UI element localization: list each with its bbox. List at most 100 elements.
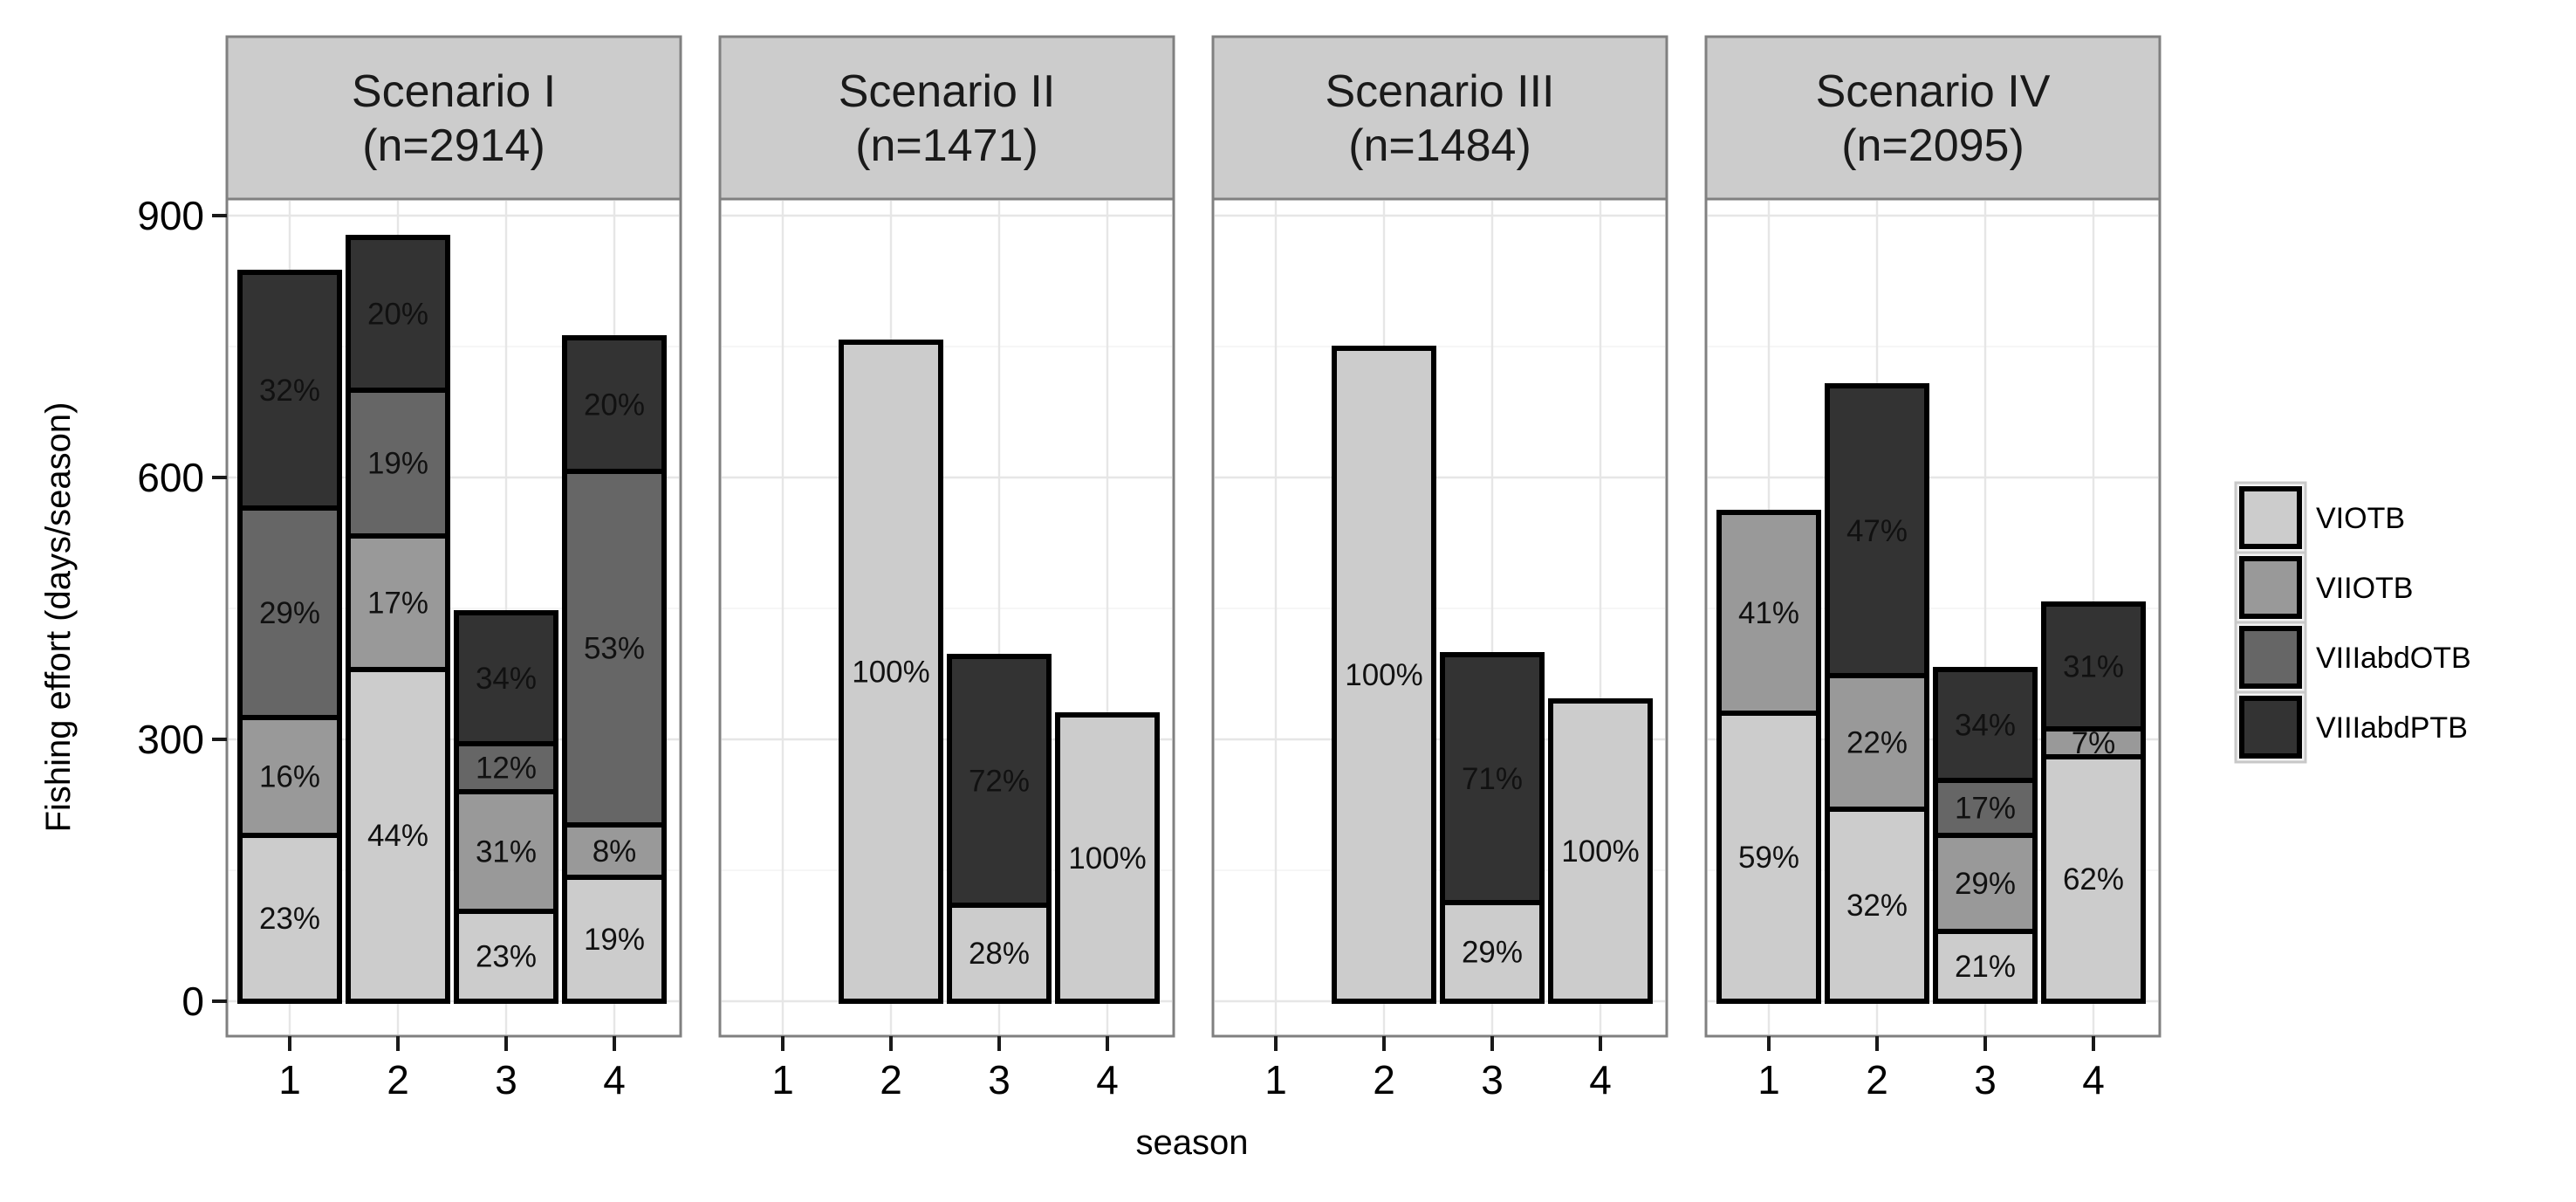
bar-segment-viiotb (237, 715, 342, 838)
bar-season-4: 62% 7% 31% (2041, 601, 2146, 1004)
x-tick-label: 1 (771, 1057, 794, 1102)
data-label: 100% (1561, 835, 1640, 869)
x-tick-label: 1 (278, 1057, 301, 1102)
data-label: 23% (476, 940, 537, 974)
x-tick-label: 1 (1264, 1057, 1287, 1102)
data-label: 20% (584, 388, 645, 422)
data-label: 41% (1738, 596, 1799, 630)
data-label: 53% (584, 632, 645, 666)
x-tick-label: 3 (495, 1057, 517, 1102)
data-label: 29% (1462, 936, 1523, 970)
y-tick-label: 0 (182, 979, 204, 1024)
bar-segment-viotb (1055, 712, 1160, 1004)
data-label: 32% (259, 374, 320, 408)
legend-swatch (2239, 626, 2302, 689)
facet-strip (718, 35, 1175, 201)
bar-season-3: 29% 71% (1440, 652, 1545, 1004)
facet-subtitle: (n=2914) (362, 120, 545, 171)
bar-segment-viiiabdptb (562, 335, 667, 474)
facet-panel-3: Scenario III(n=1484) 100% 29% 71% 100% 1 2 3 4 (1211, 35, 1668, 1102)
data-label: 31% (476, 835, 537, 869)
x-tick-label: 2 (1373, 1057, 1395, 1102)
bar-season-4: 100% (1055, 712, 1160, 1004)
y-tick-label: 900 (137, 193, 204, 238)
x-tick-label: 4 (603, 1057, 626, 1102)
data-label: 23% (259, 902, 320, 936)
facet-panel-2: Scenario II(n=1471) 100% 28% 72% 100% 1 2 3 4 (718, 35, 1175, 1102)
y-axis: 0 300 600 900 (137, 193, 227, 1024)
bar-segment-viiotb (562, 822, 667, 880)
x-axis-title: season (1136, 1123, 1249, 1162)
data-label: 34% (476, 662, 537, 696)
x-tick-label: 3 (988, 1057, 1011, 1102)
legend-swatch (2239, 556, 2302, 619)
data-label: 34% (1955, 709, 2016, 743)
bar-segment-viiiabdptb (237, 270, 342, 511)
bar-segment-viiiabdotb (237, 505, 342, 720)
bar-segment-viiiabdptb (454, 610, 558, 746)
data-label: 44% (367, 819, 428, 853)
facet-title: Scenario II (839, 66, 1056, 117)
bar-season-2: 44% 17% 19% 20% (346, 235, 450, 1004)
data-label: 21% (1955, 950, 2016, 984)
bar-season-4: 100% (1548, 698, 1653, 1004)
data-label: 20% (367, 298, 428, 332)
bar-season-4: 19% 8% 53% 20% (562, 335, 667, 1004)
x-tick-label: 3 (1481, 1057, 1504, 1102)
bar-segment-viiiabdotb (1933, 778, 2038, 838)
facet-panel-4: Scenario IV(n=2095)59%41%32%22%47%21%29%… (1704, 35, 2162, 1102)
x-tick-label: 4 (1096, 1057, 1119, 1102)
bar-season-2: 100% (1332, 346, 1436, 1004)
facet-strip (1704, 35, 2162, 201)
bar-season-1: 59% 41% (1716, 510, 1821, 1004)
facet-title: Scenario III (1325, 66, 1554, 117)
bar-segment-viotb (839, 340, 943, 1004)
bar-segment-viiotb (454, 789, 558, 914)
facet-strip (1211, 35, 1668, 201)
data-label: 71% (1462, 762, 1523, 796)
data-label: 31% (2063, 650, 2124, 684)
data-label: 17% (367, 587, 428, 621)
bar-segment-viiotb (2041, 726, 2146, 759)
bar-segment-viotb (346, 667, 450, 1004)
bar-segment-viiiabdotb (562, 469, 667, 828)
data-label: 100% (1068, 841, 1147, 876)
bar-segment-viotb (1933, 929, 2038, 1004)
bar-segment-viiotb (1933, 833, 2038, 934)
x-tick-label: 2 (387, 1057, 409, 1102)
bar-segment-viotb (1716, 711, 1821, 1004)
x-tick-label: 2 (1866, 1057, 1888, 1102)
facet-subtitle: (n=1484) (1348, 120, 1531, 171)
bar-segment-viiiabdotb (346, 388, 450, 539)
x-tick-label: 4 (1589, 1057, 1612, 1102)
bar-segment-viiiabdptb (947, 654, 1052, 908)
data-label: 59% (1738, 841, 1799, 875)
x-tick-label: 2 (880, 1057, 902, 1102)
y-axis-title: Fishing effort (days/season) (39, 402, 78, 833)
legend-label: VIIOTB (2316, 572, 2413, 605)
data-label: 62% (2063, 862, 2124, 896)
y-tick-label: 300 (137, 717, 204, 762)
bar-segment-viiiabdptb (346, 235, 450, 393)
facet-title: Scenario I (352, 66, 556, 117)
data-label: 32% (1846, 889, 1908, 923)
bar-season-2: 100% (839, 340, 943, 1004)
data-label: 19% (584, 923, 645, 957)
bar-segment-viiotb (1716, 510, 1821, 716)
bar-segment-viotb (562, 875, 667, 1004)
bar-segment-viiotb (346, 533, 450, 672)
y-tick-label: 600 (137, 455, 204, 500)
bar-segment-viiiabdptb (1825, 383, 1929, 678)
legend-item-viiotb: VIIOTB (2234, 551, 2413, 624)
data-label: 72% (969, 765, 1030, 799)
data-label: 100% (1345, 658, 1423, 692)
bar-season-1: 23% 16% 29% 32% (237, 270, 342, 1004)
data-label: 16% (259, 760, 320, 794)
bar-segment-viotb (454, 909, 558, 1004)
x-tick-label: 4 (2082, 1057, 2105, 1102)
legend: VIOTB VIIOTB VIIIabdOTB VIIIabdPTB (2234, 481, 2471, 764)
bar-season-3: 21% 29% 17% 34% (1933, 667, 2038, 1004)
legend-item-viotb: VIOTB (2234, 481, 2405, 554)
legend-label: VIOTB (2316, 502, 2405, 535)
